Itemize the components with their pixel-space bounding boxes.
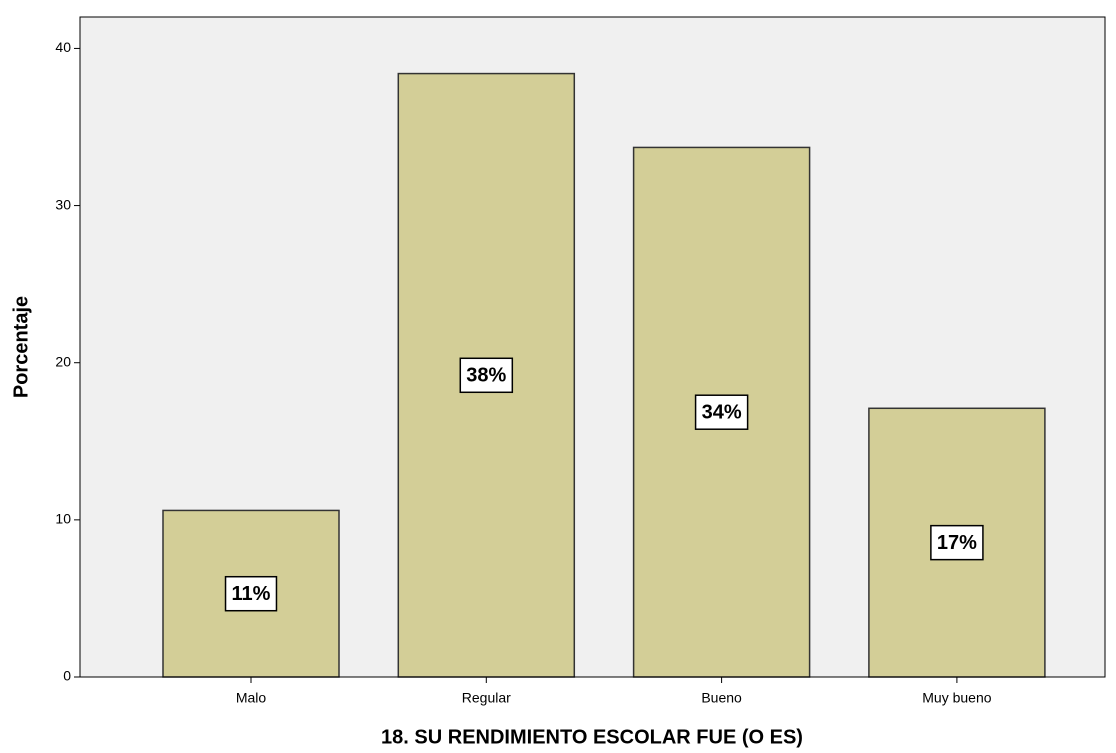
value-label: 11% (232, 583, 271, 605)
x-tick-label: Malo (236, 690, 267, 706)
y-tick-label: 30 (55, 196, 71, 212)
y-tick-label: 40 (55, 39, 71, 55)
value-label: 34% (702, 401, 742, 423)
x-axis-title: 18. SU RENDIMIENTO ESCOLAR FUE (O ES) (381, 726, 803, 748)
value-label-box (930, 524, 984, 561)
x-tick-label: Bueno (701, 690, 742, 706)
value-label-box (694, 394, 749, 430)
y-axis-title: Porcentaje (10, 296, 32, 398)
value-label-box (224, 575, 278, 612)
x-tick-label: Regular (462, 690, 511, 706)
y-tick-label: 0 (63, 668, 71, 684)
value-label: 17% (937, 532, 977, 554)
x-tick-label: Muy bueno (922, 690, 991, 706)
y-tick-label: 20 (55, 353, 71, 369)
value-label-box (459, 357, 514, 394)
value-label: 38% (466, 365, 506, 387)
y-tick-label: 10 (55, 511, 71, 527)
